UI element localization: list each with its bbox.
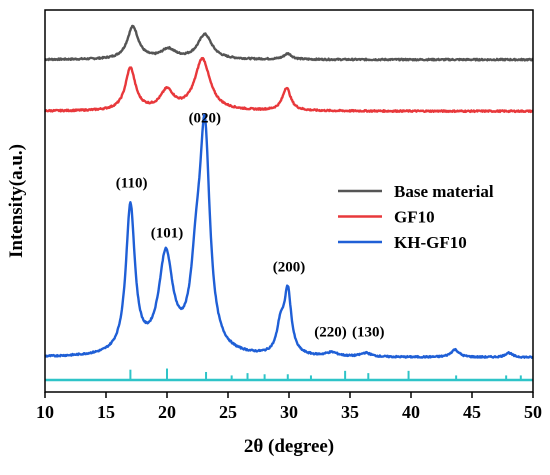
legend-label-1: Base material bbox=[394, 182, 494, 201]
peak-label-4: (200) bbox=[273, 260, 306, 276]
x-tick-label-40: 40 bbox=[402, 402, 420, 422]
x-tick-label-45: 45 bbox=[463, 402, 481, 422]
series-layer bbox=[44, 24, 534, 359]
x-tick-label-15: 15 bbox=[97, 402, 115, 422]
peak-label-1: (110) bbox=[116, 176, 148, 192]
plot-frame bbox=[44, 9, 534, 393]
x-tick-label-25: 25 bbox=[219, 402, 237, 422]
series-line-3 bbox=[44, 113, 534, 359]
x-axis-ticks: 10 15 20 25 30 35 40 45 50 bbox=[36, 392, 542, 422]
peak-label-6: (130) bbox=[352, 325, 385, 341]
x-axis-label: 2θ (degree) bbox=[244, 436, 334, 457]
series-line-1 bbox=[44, 24, 534, 62]
x-tick-label-20: 20 bbox=[158, 402, 176, 422]
peak-label-5: (220) bbox=[314, 325, 347, 341]
x-tick-label-30: 30 bbox=[280, 402, 298, 422]
x-tick-label-50: 50 bbox=[524, 402, 542, 422]
peak-label-2: (101) bbox=[151, 225, 184, 241]
peak-label-3: (020) bbox=[189, 111, 222, 127]
y-axis-label: Intensity(a.u.) bbox=[6, 144, 27, 258]
x-tick-label-10: 10 bbox=[36, 402, 54, 422]
legend-label-2: GF10 bbox=[394, 208, 435, 227]
x-tick-label-35: 35 bbox=[341, 402, 359, 422]
legend-label-3: KH-GF10 bbox=[394, 233, 467, 252]
reference-pattern bbox=[45, 368, 533, 382]
legend: Base material GF10 KH-GF10 bbox=[338, 182, 494, 252]
series-line-2 bbox=[44, 56, 534, 114]
peak-annotations: (110) (101) (020) (200) (220) (130) bbox=[116, 111, 385, 341]
